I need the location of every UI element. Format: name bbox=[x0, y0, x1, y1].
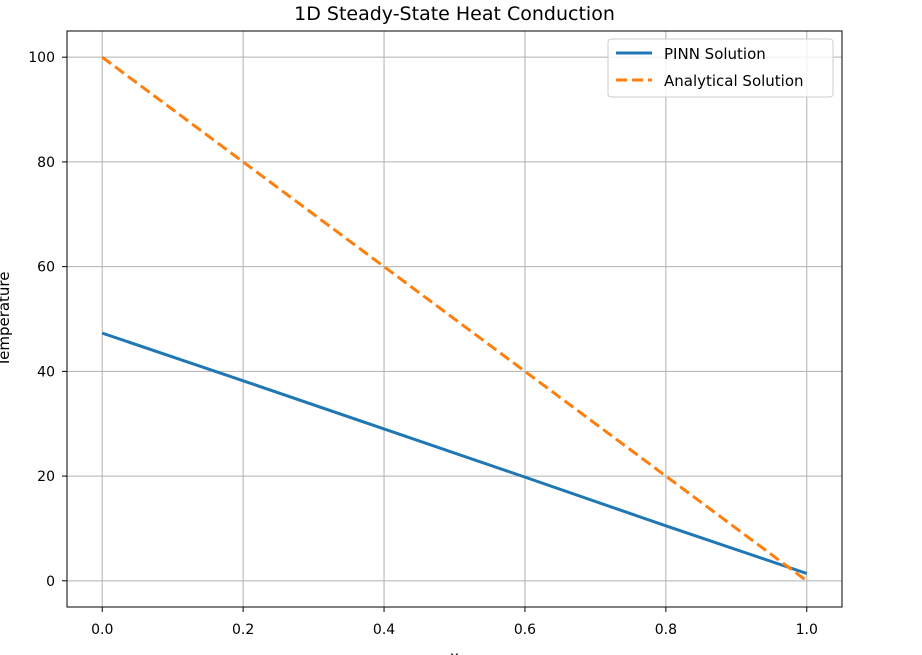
axes-frame bbox=[66, 30, 843, 608]
y-tick-label: 40 bbox=[37, 364, 55, 380]
x-tick-label: 0.0 bbox=[91, 622, 113, 638]
ticks: 0.0 0.2 0.4 0.6 0.8 1.0 0 20 40 60 80 100 bbox=[28, 50, 818, 638]
x-tick-label: 0.6 bbox=[514, 622, 536, 638]
x-tick-label: 0.2 bbox=[232, 622, 254, 638]
x-tick-label: 0.8 bbox=[655, 622, 677, 638]
x-tick-label: 0.4 bbox=[373, 622, 395, 638]
x-tick-label: 1.0 bbox=[796, 622, 818, 638]
legend-label-analytical: Analytical Solution bbox=[664, 72, 804, 90]
y-tick-label: 20 bbox=[37, 469, 55, 485]
series-line-pinn bbox=[101, 331, 808, 575]
y-tick-label: 80 bbox=[37, 155, 55, 171]
legend: PINN Solution Analytical Solution bbox=[607, 38, 834, 98]
legend-box bbox=[607, 38, 834, 98]
legend-label-pinn: PINN Solution bbox=[664, 45, 766, 63]
y-axis-label: Temperature bbox=[0, 271, 13, 367]
grid bbox=[67, 31, 842, 607]
series-line-analytical bbox=[101, 55, 808, 583]
y-tick-label: 100 bbox=[28, 50, 55, 66]
series-lines bbox=[101, 55, 808, 583]
y-tick-label: 0 bbox=[46, 574, 55, 590]
x-axis-label: x bbox=[450, 648, 459, 655]
chart-title: 1D Steady-State Heat Conduction bbox=[294, 3, 615, 25]
y-tick-label: 60 bbox=[37, 260, 55, 276]
